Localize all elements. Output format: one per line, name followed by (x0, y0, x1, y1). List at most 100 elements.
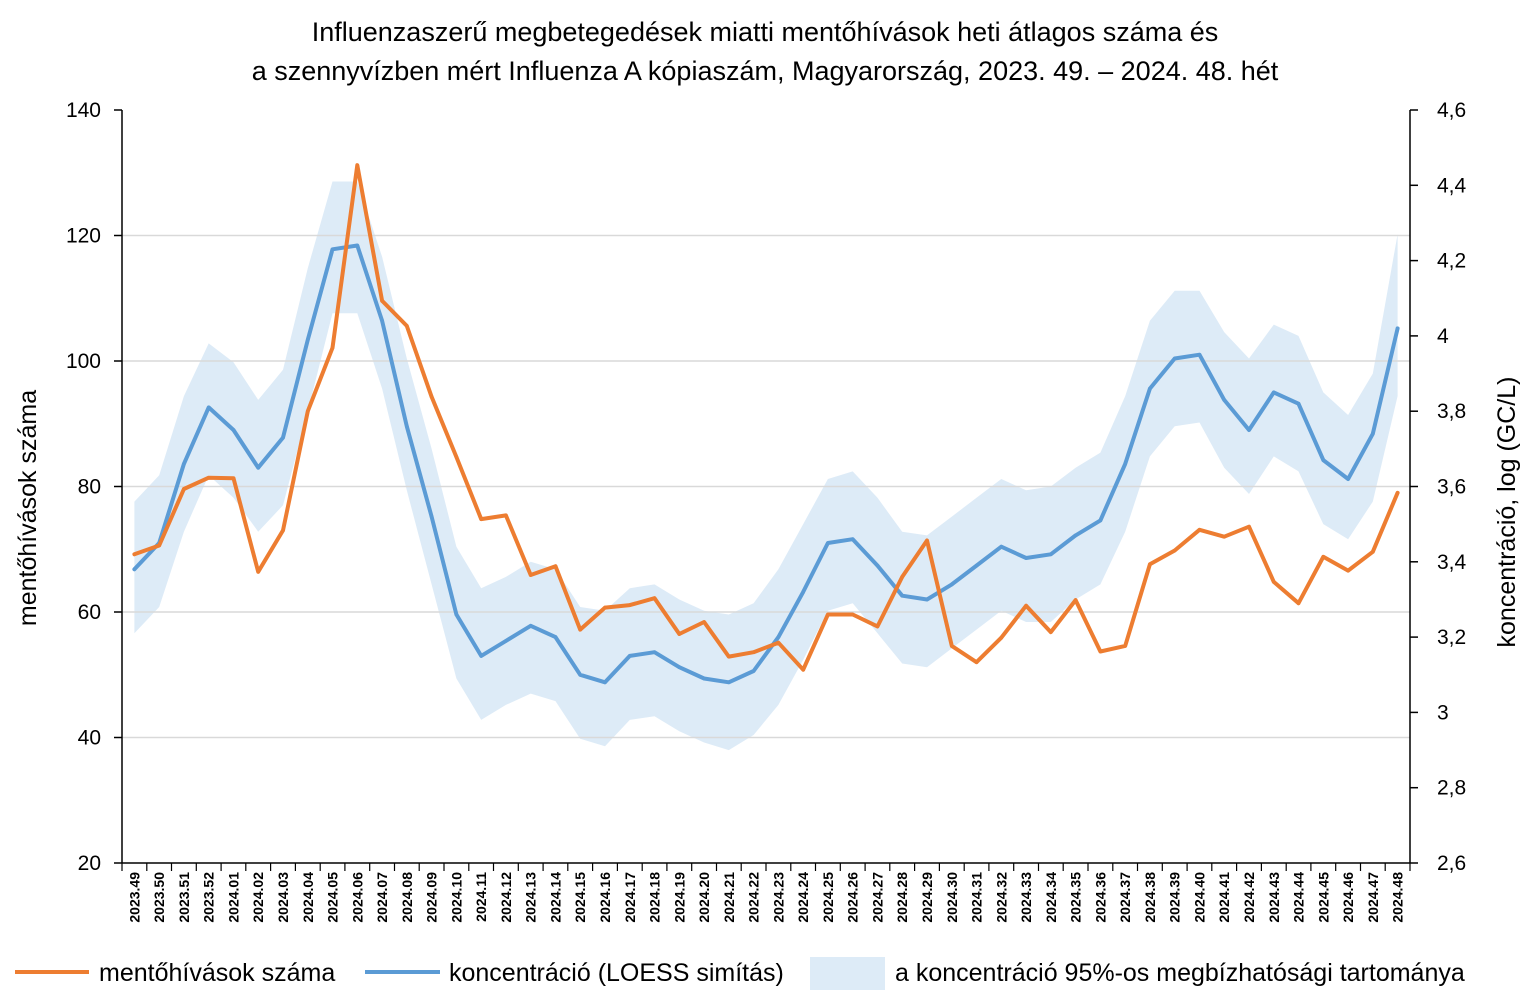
left-axis-title: mentőhívások száma (14, 390, 42, 626)
confidence-band-area (134, 181, 1398, 751)
calls-point (776, 640, 781, 645)
calls-point (1197, 528, 1202, 532)
x-axis-tick-label: 2024.44 (1291, 872, 1307, 923)
x-axis-tick-label: 2024.14 (548, 872, 564, 923)
concentration-point (1197, 352, 1202, 357)
x-axis-tick-label: 2024.10 (448, 872, 464, 923)
calls-point (801, 667, 805, 672)
calls-point (1222, 534, 1226, 539)
calls-line (132, 163, 1400, 672)
calls-point (974, 660, 979, 664)
left-axis-tick-label: 40 (78, 727, 101, 750)
calls-point (925, 538, 929, 543)
x-axis-tick-label: 2024.42 (1241, 872, 1257, 923)
calls-point (454, 455, 459, 459)
concentration-point (306, 337, 310, 342)
x-axis-tick-label: 2024.43 (1266, 872, 1282, 923)
legend-swatch-confidence-band (810, 957, 885, 990)
right-axis-tick-label: 3,8 (1437, 400, 1466, 423)
concentration-point (355, 243, 360, 248)
x-axis-tick-label: 2024.23 (770, 872, 786, 923)
concentration-point (405, 424, 409, 429)
calls-point (1272, 580, 1276, 584)
right-axis-tick-label: 3,2 (1437, 626, 1466, 649)
calls-point (504, 513, 508, 518)
calls-point (900, 575, 904, 579)
concentration-point (206, 405, 211, 410)
x-axis-tick-label: 2024.38 (1142, 872, 1158, 923)
x-axis-tick-label: 2024.15 (572, 872, 588, 923)
calls-point (281, 528, 285, 533)
x-axis-tick-label: 2024.47 (1365, 872, 1381, 923)
concentration-point (1371, 432, 1375, 436)
concentration-point (677, 665, 682, 669)
left-axis-tick-label: 120 (66, 225, 101, 248)
calls-point (330, 346, 335, 350)
x-axis-tick-label: 2024.04 (300, 872, 316, 923)
concentration-point (330, 247, 335, 252)
left-axis-tick-label: 80 (78, 476, 101, 499)
x-axis-tick-label: 2024.27 (870, 872, 886, 923)
concentration-point (1296, 401, 1301, 406)
gridlines (122, 234, 1410, 739)
calls-point (429, 395, 434, 399)
x-axis-tick-label: 2024.32 (993, 872, 1009, 923)
calls-point (528, 573, 533, 577)
chart-title-line-2: a szennyvízben mért Influenza A kópiaszá… (252, 56, 1279, 86)
left-axis-tick-label: 60 (78, 601, 101, 624)
calls-point (875, 624, 880, 629)
calls-point (628, 603, 632, 607)
x-axis-tick-label: 2024.36 (1092, 872, 1108, 923)
calls-point (826, 612, 830, 617)
concentration-point (1395, 326, 1400, 331)
concentration-point (578, 673, 582, 677)
right-axis-tick-label: 4,4 (1437, 174, 1467, 197)
x-axis-tick-label: 2024.22 (746, 872, 762, 923)
concentration-point (727, 680, 731, 685)
concentration-point (1247, 428, 1251, 432)
concentration-point (1148, 386, 1152, 391)
calls-point (677, 632, 682, 636)
concentration-point (504, 639, 508, 643)
concentration-point (826, 541, 830, 545)
right-axis-tick-label: 4,6 (1437, 99, 1466, 122)
concentration-point (528, 624, 533, 628)
x-axis-tick-label: 2024.13 (523, 872, 539, 923)
x-axis-tick-label: 2024.11 (473, 872, 489, 922)
x-axis-tick-label: 2024.21 (721, 872, 737, 923)
right-axis-tick-label: 2,6 (1437, 852, 1466, 875)
concentration-point (182, 462, 186, 466)
x-axis-tick-label: 2024.03 (275, 872, 291, 923)
left-axis-tick-labels: 20 40 60 80 100 120 140 (66, 99, 101, 875)
concentration-point (1222, 398, 1226, 402)
x-axis-tick-label: 2024.30 (944, 872, 960, 923)
calls-point (1346, 568, 1350, 573)
calls-point (850, 612, 855, 617)
calls-point (182, 487, 186, 491)
calls-point (727, 654, 731, 659)
calls-point (479, 517, 484, 521)
x-axis-tick-label: 2024.41 (1216, 872, 1232, 923)
calls-point (1395, 491, 1400, 495)
concentration-point (652, 650, 657, 654)
calls-point (751, 650, 756, 654)
concentration-point (429, 514, 434, 519)
calls-point (1148, 562, 1152, 567)
left-axis-tick-label: 20 (78, 852, 101, 875)
calls-point (950, 644, 954, 648)
x-axis-tick-label: 2024.06 (349, 872, 365, 923)
right-axis-tick-label: 4 (1437, 325, 1449, 348)
legend-label-concentration: koncentráció (LOESS simítás) (449, 959, 784, 987)
x-axis-tick-label: 2024.31 (969, 872, 985, 923)
series-lines (132, 163, 1400, 685)
x-axis-tick-label: 2024.09 (424, 872, 440, 923)
legend-item-confidence-band: a koncentráció 95%-os megbízhatósági tar… (810, 957, 1465, 990)
chart-title-line-1: Influenzaszerű megbetegedések miatti men… (312, 17, 1219, 47)
right-axis-title: koncentráció, log (GC/L) (1493, 377, 1521, 648)
calls-point (1247, 524, 1251, 529)
right-axis-tick-label: 4,2 (1437, 250, 1466, 273)
x-axis-tick-label: 2024.39 (1167, 872, 1183, 923)
concentration-point (999, 544, 1004, 549)
calls-point (578, 627, 582, 632)
concentration-point (256, 465, 261, 470)
